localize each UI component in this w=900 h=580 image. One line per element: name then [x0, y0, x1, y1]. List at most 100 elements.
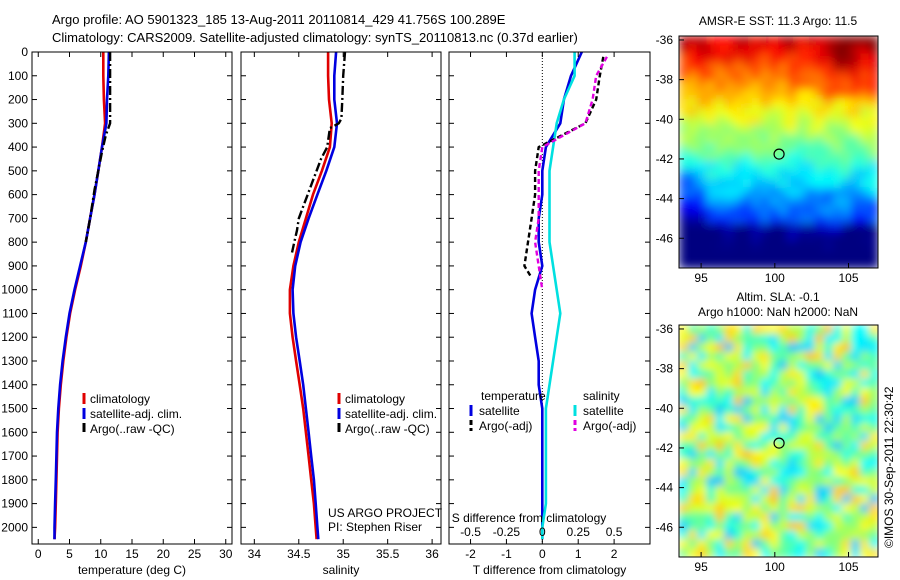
map-cell [814, 125, 825, 136]
map-cell [778, 116, 789, 127]
map-cell [769, 325, 780, 335]
map-cell [869, 80, 878, 91]
legend-label: Argo(-adj) [479, 419, 532, 433]
map-cell [733, 405, 744, 416]
map-cell [850, 458, 861, 469]
map-cell [760, 214, 771, 225]
map-cell [697, 36, 708, 46]
map-cell [706, 351, 717, 362]
map-cell [751, 405, 762, 416]
map-cell [778, 548, 789, 557]
map-cell [850, 485, 861, 496]
map-cell [841, 187, 852, 198]
map-cell [787, 232, 798, 243]
map-cell [679, 250, 689, 261]
map-cell [869, 241, 878, 252]
map-cell [778, 98, 789, 109]
map-cell [724, 250, 735, 261]
map-cell [832, 71, 843, 82]
map-cell [814, 169, 825, 180]
map-cell [787, 178, 798, 189]
map-y-tick-label: -40 [656, 112, 674, 126]
map-cell [796, 423, 807, 434]
map-cell [697, 432, 708, 442]
map-cell [859, 432, 870, 442]
map-cell [850, 432, 861, 442]
map-cell [859, 36, 870, 46]
map-cell [724, 196, 735, 207]
map-cell [715, 98, 726, 109]
map-cell [805, 259, 816, 268]
y-tick-label: 0 [21, 45, 28, 59]
map-cell [869, 458, 878, 469]
map-cell [850, 387, 861, 398]
map-cell [742, 62, 753, 73]
map-cell [688, 53, 698, 64]
map-cell [742, 369, 753, 380]
map-cell [869, 196, 878, 207]
map-cell [724, 71, 735, 82]
map-cell [778, 494, 789, 505]
map-cell [760, 169, 771, 180]
map-cell [751, 44, 762, 55]
map-cell [706, 89, 717, 100]
map-cell [724, 107, 735, 118]
map-cell [841, 423, 852, 434]
map-cell [724, 512, 735, 523]
map-cell [715, 134, 726, 145]
map-cell [796, 53, 807, 64]
map-cell [742, 387, 753, 398]
map-cell [733, 223, 744, 234]
map-cell [760, 44, 771, 55]
map-cell [697, 423, 708, 434]
map-cell [751, 223, 762, 234]
map-cell [760, 71, 771, 82]
map-cell [715, 378, 726, 389]
map-cell [769, 467, 780, 478]
map-cell [805, 387, 816, 398]
map-cell [679, 530, 689, 541]
x-axis-label: salinity [323, 563, 360, 577]
map-cell [859, 441, 870, 451]
map-cell [769, 205, 780, 216]
map-cell [850, 414, 861, 425]
map-cell [688, 369, 698, 380]
map-cell [869, 169, 878, 180]
y-tick-label: 600 [8, 188, 28, 202]
map-cell [715, 414, 726, 425]
map-cell [715, 387, 726, 398]
legend-label: satellite [583, 404, 624, 418]
map-cell [697, 187, 708, 198]
map-cell [751, 53, 762, 64]
map-cell [715, 89, 726, 100]
map-cell [778, 169, 789, 180]
map-cell [805, 512, 816, 523]
map-cell [832, 169, 843, 180]
map-cell [706, 494, 717, 505]
map-cell [787, 476, 798, 487]
map-cell [796, 325, 807, 335]
map-cell [850, 116, 861, 127]
map-cell [697, 503, 708, 514]
map-cell [751, 512, 762, 523]
map-cell [814, 160, 825, 171]
map-cell [823, 259, 834, 268]
map-cell [850, 36, 861, 46]
map-cell [832, 250, 843, 261]
series-line-satellite [540, 52, 576, 540]
secondary-axis-label: S difference from climatology [452, 511, 607, 525]
map-cell [814, 134, 825, 145]
map-cell [814, 36, 825, 46]
y-tick-label: 500 [8, 164, 28, 178]
figure-title-line1: Argo profile: AO 5901323_185 13-Aug-2011… [52, 12, 506, 27]
map-cell [769, 143, 780, 153]
map-cell [733, 36, 744, 46]
map-cell [697, 396, 708, 407]
pi-label: PI: Stephen Riser [328, 520, 422, 534]
map-cell [688, 485, 698, 496]
series-line-argo-raw-qc- [84, 52, 112, 243]
map-cell [760, 494, 771, 505]
map-cell [859, 143, 870, 153]
map-cell [805, 423, 816, 434]
map-cell [832, 467, 843, 478]
